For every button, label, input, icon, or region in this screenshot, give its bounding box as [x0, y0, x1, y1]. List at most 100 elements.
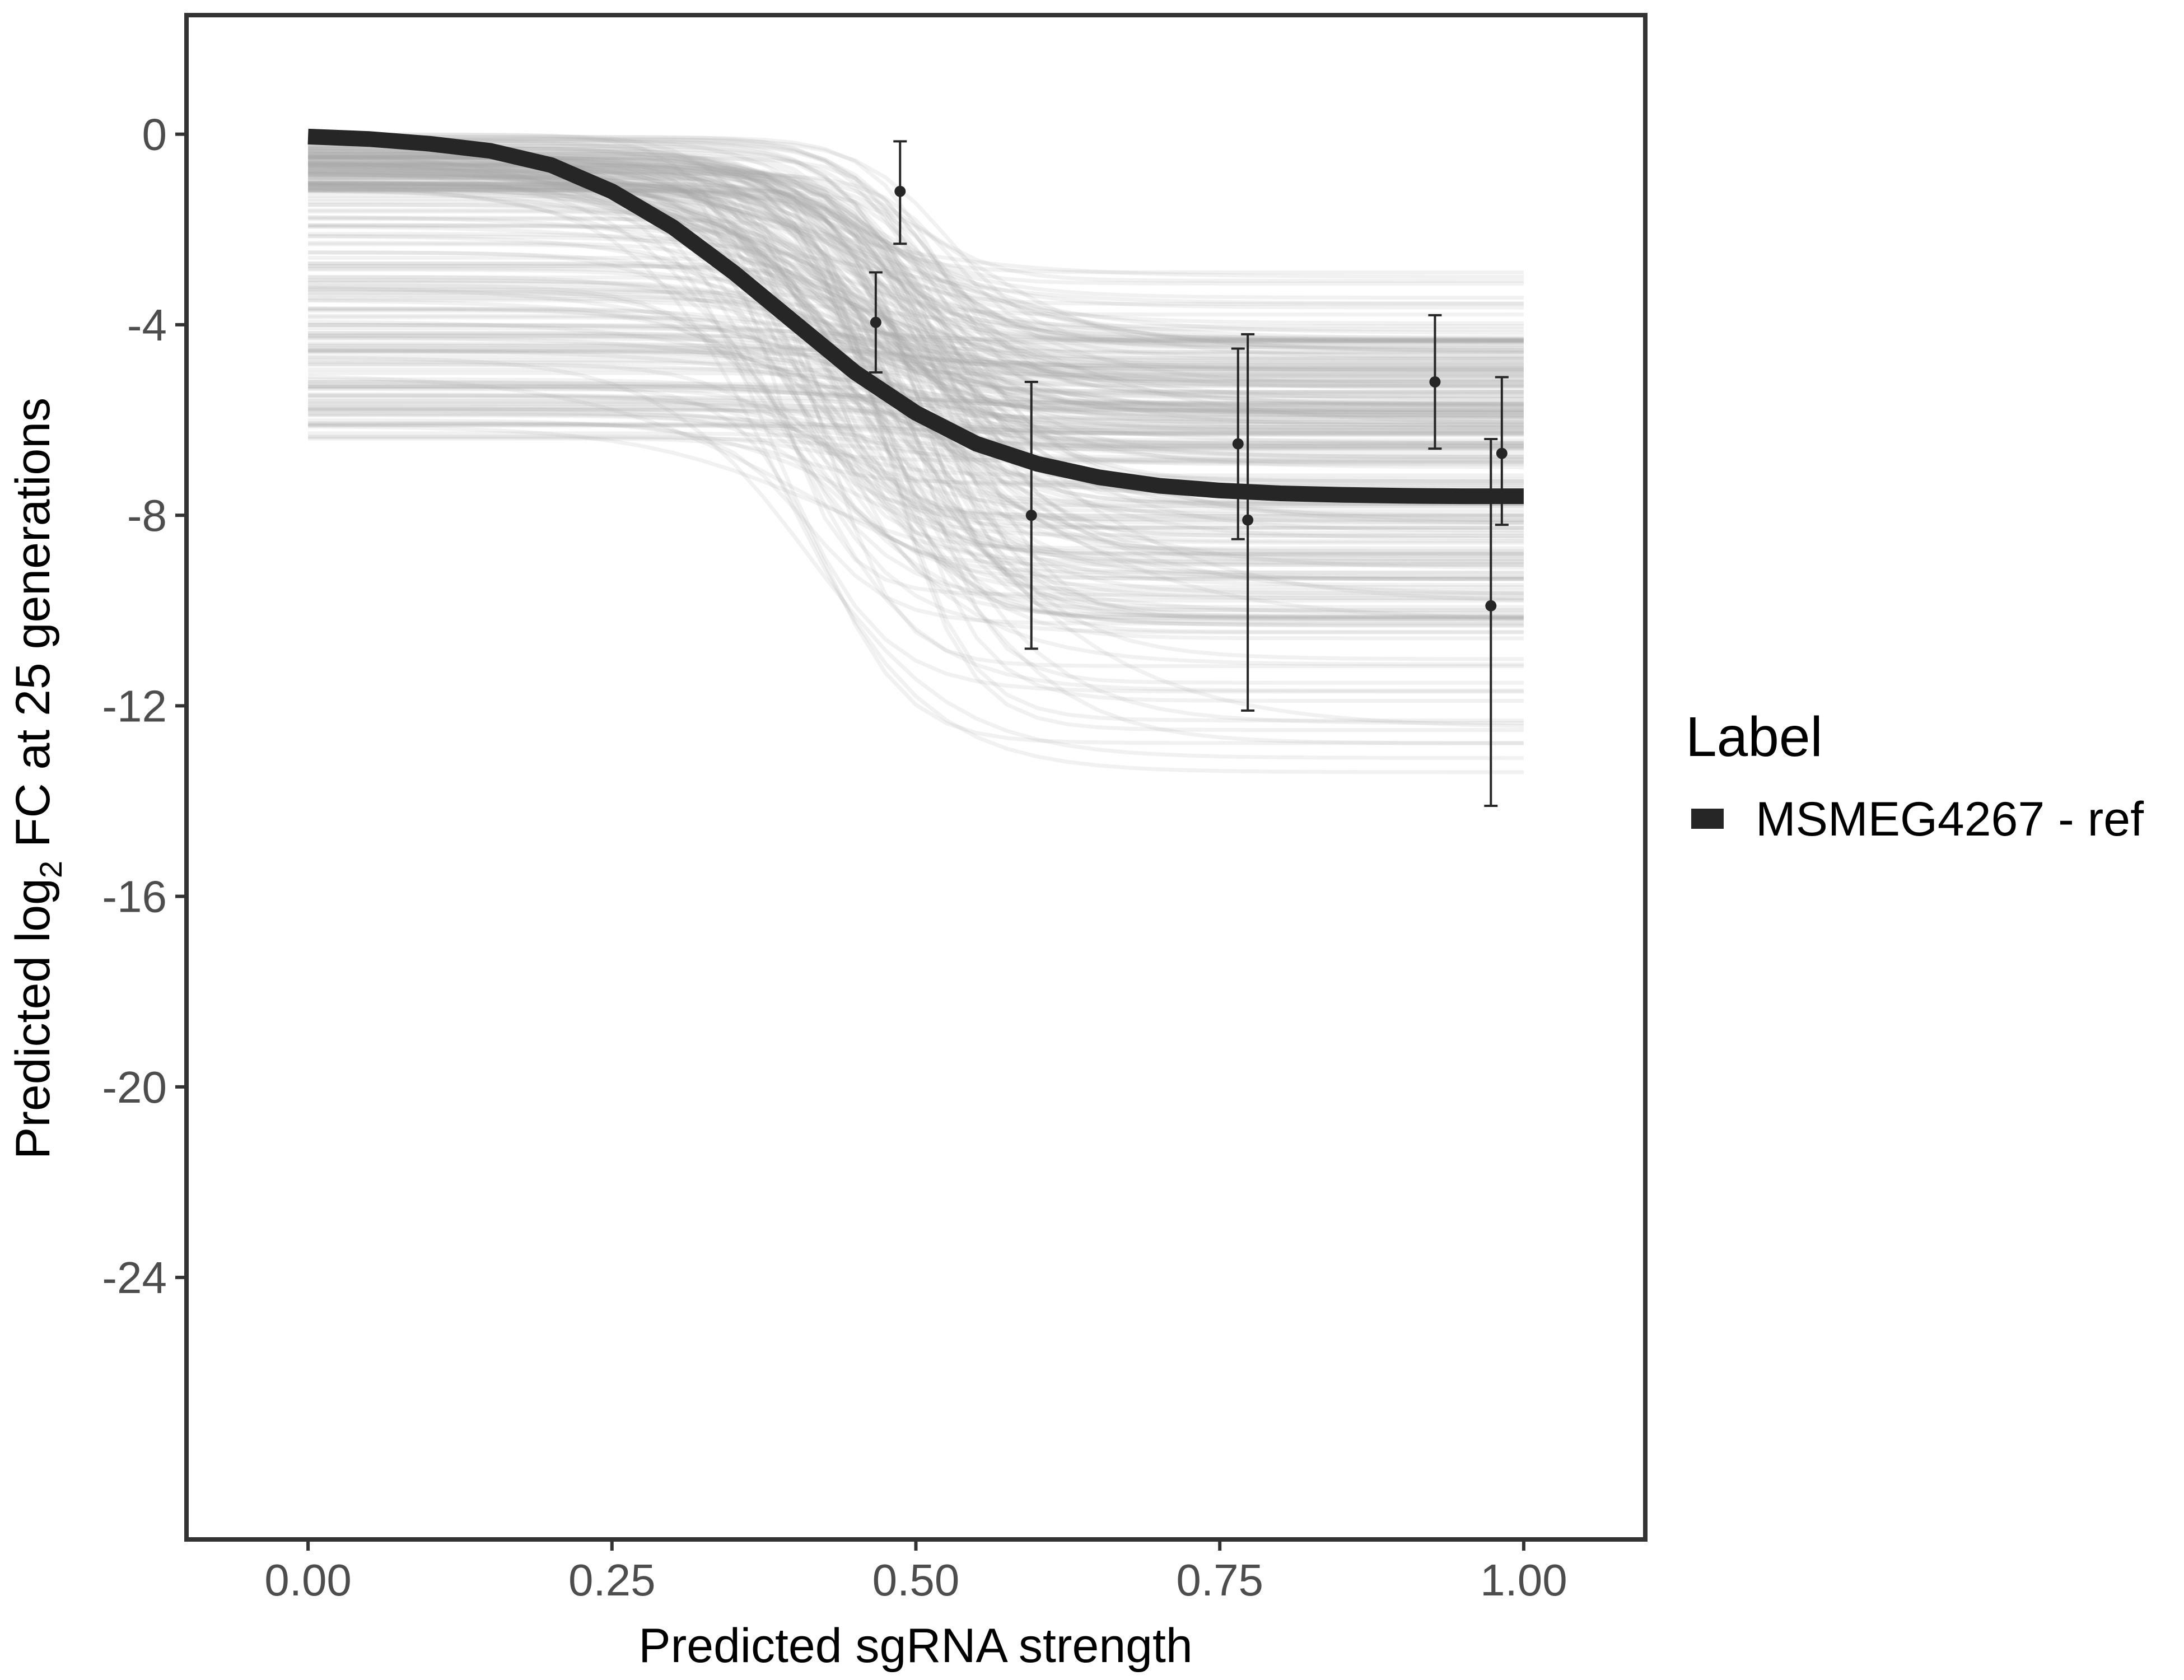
posterior-draw-line: [308, 137, 1524, 350]
posterior-draw-line: [308, 250, 1524, 361]
posterior-draw-line: [308, 186, 1524, 561]
posterior-draw-line: [308, 386, 1524, 613]
posterior-draw-line: [308, 296, 1524, 343]
y-tick-label: -4: [127, 300, 167, 350]
data-point: [1429, 376, 1441, 388]
posterior-draw-line: [308, 298, 1524, 394]
posterior-draw-line: [308, 167, 1524, 564]
posterior-draw-line: [308, 344, 1524, 530]
posterior-draw-line: [308, 169, 1524, 356]
posterior-draw-line: [308, 133, 1524, 556]
x-tick-label: 0.75: [1176, 1555, 1263, 1605]
posterior-draw-line: [308, 423, 1524, 451]
posterior-draw-line: [308, 141, 1524, 538]
posterior-draw-line: [308, 159, 1524, 352]
posterior-draw-line: [308, 393, 1524, 745]
posterior-draw-line: [308, 176, 1524, 669]
posterior-draw-line: [308, 155, 1524, 415]
posterior-draw-line: [308, 189, 1524, 426]
posterior-draw-line: [308, 162, 1524, 354]
posterior-draw-line: [308, 412, 1524, 575]
posterior-draw-line: [308, 167, 1524, 469]
posterior-draw-line: [308, 183, 1524, 581]
posterior-draw-line: [308, 331, 1524, 379]
posterior-draw-line: [308, 172, 1524, 348]
observation-point: [1495, 376, 1509, 526]
posterior-draw-line: [308, 186, 1524, 341]
x-tick-label: 1.00: [1480, 1555, 1567, 1605]
posterior-draw-line: [308, 171, 1524, 628]
posterior-draw-line: [308, 188, 1524, 446]
posterior-draw-line: [308, 178, 1524, 538]
posterior-draw-line: [308, 255, 1524, 412]
posterior-draw-line: [308, 384, 1524, 412]
posterior-draw-line: [307, 160, 1524, 391]
posterior-draw-line: [308, 181, 1524, 361]
y-tick-label: -24: [102, 1253, 167, 1303]
posterior-draw-line: [308, 143, 1524, 481]
posterior-draw-line: [308, 293, 1524, 371]
posterior-draw-line: [308, 387, 1524, 415]
posterior-draw-line: [308, 162, 1524, 543]
posterior-draw-line: [308, 169, 1524, 447]
posterior-draw-line: [308, 279, 1524, 342]
posterior-draw-line: [308, 134, 1524, 365]
data-point: [1242, 514, 1254, 526]
posterior-draw-line: [308, 354, 1524, 529]
posterior-draw-line: [308, 278, 1524, 414]
posterior-draw-line: [308, 393, 1524, 581]
posterior-draw-line: [308, 333, 1524, 518]
posterior-draw-line: [308, 169, 1524, 283]
posterior-draw-line: [308, 180, 1524, 384]
posterior-draw-line: [308, 350, 1524, 379]
posterior-draw-line: [308, 406, 1524, 587]
posterior-draw-line: [308, 175, 1524, 535]
posterior-draw-line: [308, 275, 1524, 580]
posterior-draw-line: [307, 148, 1524, 728]
posterior-draw-line: [308, 284, 1524, 343]
posterior-draw-line: [308, 181, 1524, 685]
posterior-draw-line: [308, 171, 1524, 428]
posterior-draw-line: [308, 208, 1524, 622]
observation-point: [1484, 438, 1498, 808]
posterior-draw-line: [308, 402, 1524, 430]
posterior-draw-line: [308, 298, 1524, 522]
posterior-draw-line: [308, 315, 1524, 371]
posterior-draw-line: [308, 189, 1524, 372]
posterior-draw-line: [308, 139, 1524, 398]
posterior-draw-line: [308, 234, 1524, 401]
posterior-draw-line: [308, 139, 1524, 332]
posterior-draw-line: [308, 371, 1524, 422]
posterior-draw-line: [308, 291, 1524, 365]
posterior-draw-line: [308, 169, 1524, 342]
observation-point: [1231, 347, 1245, 540]
posterior-draw-line: [308, 188, 1524, 774]
posterior-draw-line: [308, 137, 1524, 387]
posterior-draw-line: [308, 144, 1524, 618]
posterior-draw-line: [308, 181, 1524, 419]
y-axis-title: Predicted log2 FC at 25 generations: [6, 398, 68, 1159]
posterior-draw-line: [308, 179, 1524, 404]
posterior-draw-line: [308, 188, 1524, 394]
posterior-draw-line: [308, 407, 1524, 436]
posterior-draw-line: [308, 166, 1524, 409]
posterior-draw-line: [308, 188, 1524, 274]
fit-curve-group: [307, 128, 1524, 505]
posterior-draw-line: [308, 422, 1524, 450]
observations: [869, 140, 1509, 808]
posterior-draw-line: [308, 224, 1524, 703]
posterior-draw-line: [308, 274, 1524, 394]
posterior-draw-line: [308, 412, 1524, 641]
posterior-draw-line: [307, 159, 1524, 352]
posterior-draw-line: [308, 132, 1524, 567]
posterior-draw-line: [308, 320, 1524, 620]
posterior-draw-line: [308, 422, 1524, 450]
posterior-draw-line: [308, 188, 1524, 634]
y-tick-label: -8: [127, 491, 167, 540]
posterior-draw-line: [308, 141, 1524, 592]
x-tick-label: 0.50: [872, 1555, 960, 1605]
posterior-draw-line: [308, 381, 1524, 410]
y-tick-label: -12: [102, 681, 167, 731]
posterior-draw-line: [308, 180, 1524, 581]
x-tick-label: 0.00: [264, 1555, 352, 1605]
